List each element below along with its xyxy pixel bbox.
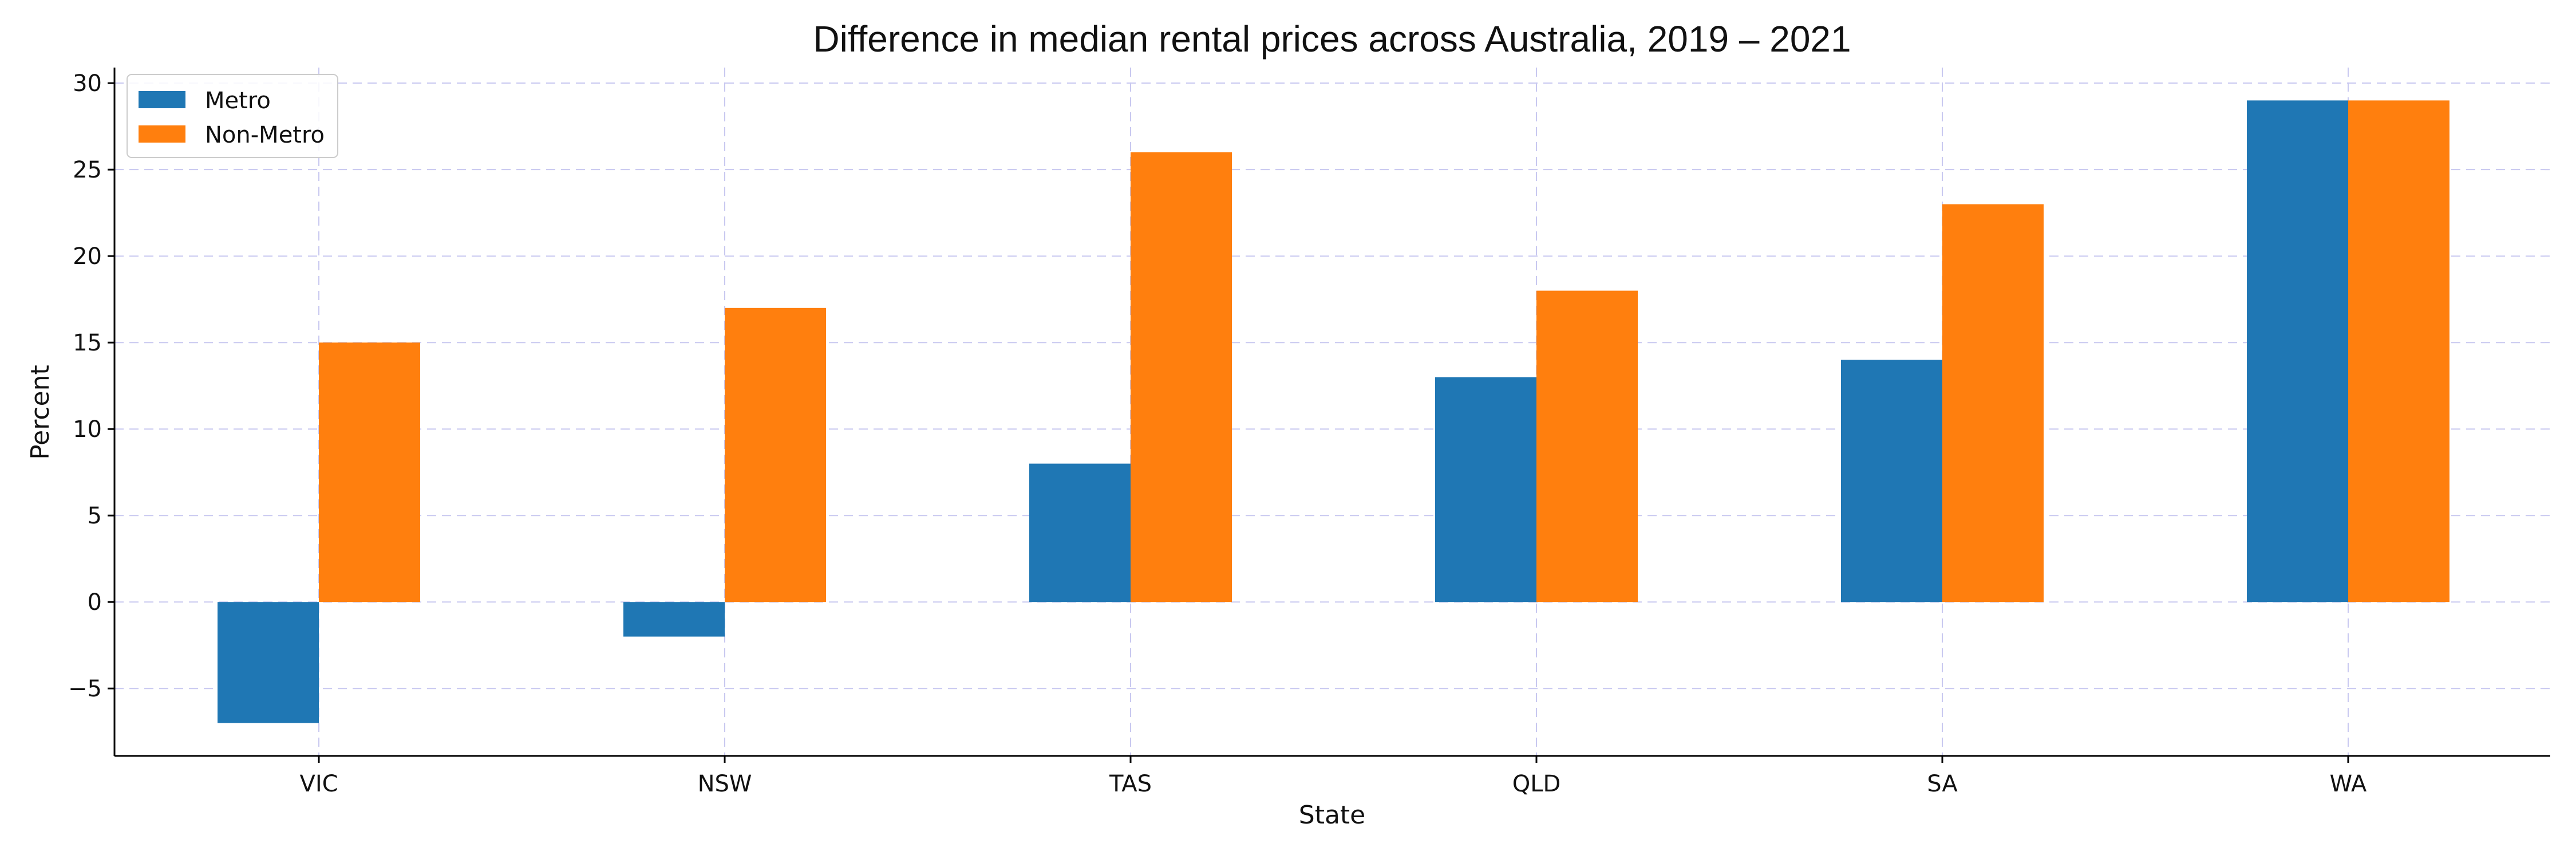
y-tick-label: 5: [88, 503, 102, 529]
bar-non-metro-nsw: [725, 308, 826, 602]
bar-non-metro-sa: [1942, 204, 2044, 602]
x-ticks: VIC NSW TAS QLD SA WA: [299, 756, 2367, 797]
x-tick-label: SA: [1927, 771, 1958, 797]
bar-non-metro-wa: [2348, 100, 2449, 602]
legend-swatch: [139, 91, 185, 108]
x-tick-label: WA: [2330, 771, 2367, 797]
y-ticks: −5 0 5 10 15 20 25 30: [68, 70, 114, 702]
chart-title: Difference in median rental prices acros…: [813, 18, 1851, 60]
bar-metro-tas: [1029, 463, 1131, 602]
axes: [113, 68, 2550, 757]
legend-label: Metro: [205, 88, 271, 114]
bar-metro-wa: [2247, 100, 2348, 602]
grid: [114, 68, 2550, 756]
bar-metro-sa: [1841, 360, 1942, 602]
y-tick-label: −5: [68, 676, 102, 702]
bar-metro-qld: [1435, 377, 1536, 602]
x-tick-label: NSW: [698, 771, 752, 797]
y-tick-label: 0: [88, 589, 102, 616]
x-tick-label: TAS: [1109, 771, 1152, 797]
bar-metro-vic: [218, 602, 319, 723]
y-tick-label: 15: [73, 330, 102, 356]
y-axis-title: Percent: [26, 365, 55, 460]
y-tick-label: 10: [73, 416, 102, 443]
legend: Metro Non-Metro: [127, 74, 338, 158]
bar-non-metro-tas: [1131, 152, 1232, 602]
x-axis-title: State: [1299, 801, 1365, 830]
bar-non-metro-qld: [1536, 290, 1638, 602]
y-tick-label: 20: [73, 243, 102, 270]
bars: [218, 100, 2449, 723]
legend-label: Non-Metro: [205, 122, 325, 148]
y-tick-label: 30: [73, 70, 102, 97]
bar-non-metro-vic: [319, 342, 420, 602]
legend-swatch: [139, 125, 185, 143]
x-tick-label: VIC: [299, 771, 338, 797]
y-tick-label: 25: [73, 157, 102, 183]
x-tick-label: QLD: [1512, 771, 1561, 797]
bar-metro-nsw: [623, 602, 725, 637]
